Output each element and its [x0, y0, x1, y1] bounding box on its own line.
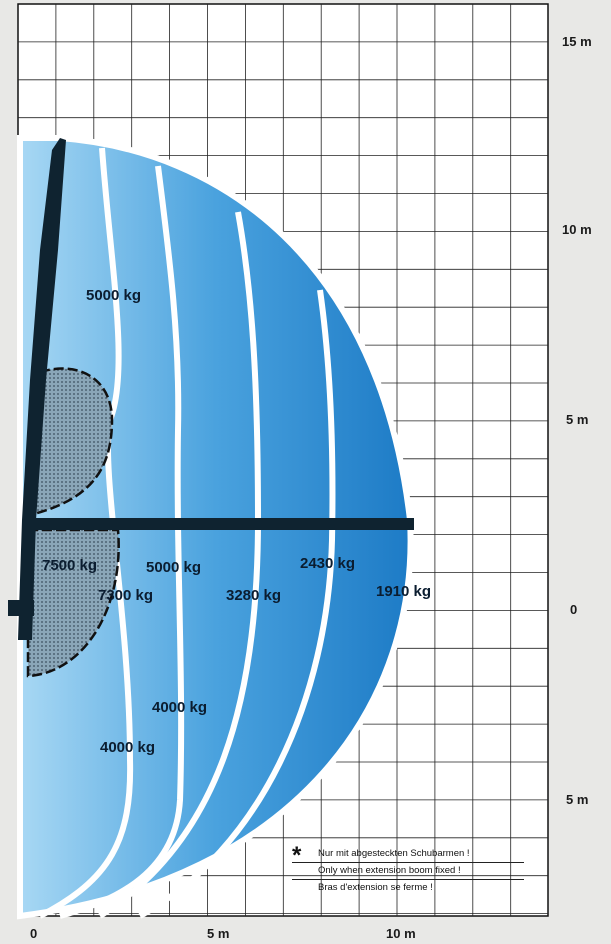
zone-load-label: 3280 kg: [226, 587, 281, 604]
crane-column: [8, 138, 66, 640]
zone-load-label: 5000 kg: [146, 559, 201, 576]
x-tick-5m: 5 m: [207, 926, 230, 941]
zone-load-label: 7300 kg: [98, 587, 153, 604]
footnote: * Nur mit abgesteckten Schubarmen ! Only…: [292, 842, 524, 896]
y-tick-0: 0: [570, 602, 578, 617]
x-tick-10m: 10 m: [386, 926, 416, 941]
x-tick-0: 0: [30, 926, 38, 941]
zone-load-label: 2430 kg: [300, 555, 355, 572]
zone-boundary-4: [138, 289, 336, 919]
dead-zone-lower: [26, 528, 120, 678]
zone-boundary-2: [59, 165, 185, 919]
y-tick-5m-lower: 5 m: [566, 792, 589, 807]
crane-horizontal-boom: [24, 518, 414, 530]
asterisk-icon: *: [292, 842, 302, 869]
y-tick-5m-upper: 5 m: [566, 412, 589, 427]
crane-base: [8, 600, 34, 616]
note-line-de: Nur mit abgesteckten Schubarmen !: [292, 846, 524, 863]
zone-boundary-3: [98, 211, 262, 919]
note-line-fr: Bras d'extension se ferme !: [318, 882, 433, 893]
y-tick-15m: 15 m: [562, 34, 592, 49]
note-line-en: Only when extension boom fixed !: [292, 863, 524, 880]
zone-load-label: 4000 kg: [100, 739, 155, 756]
y-tick-10m: 10 m: [562, 222, 592, 237]
dead-zone: [22, 367, 114, 517]
zone-load-label: 7500 kg: [42, 557, 97, 574]
zone-load-label: 5000 kg: [86, 287, 141, 304]
zone-load-label: 1910 kg: [376, 583, 431, 600]
zone-load-label: 4000 kg: [152, 699, 207, 716]
